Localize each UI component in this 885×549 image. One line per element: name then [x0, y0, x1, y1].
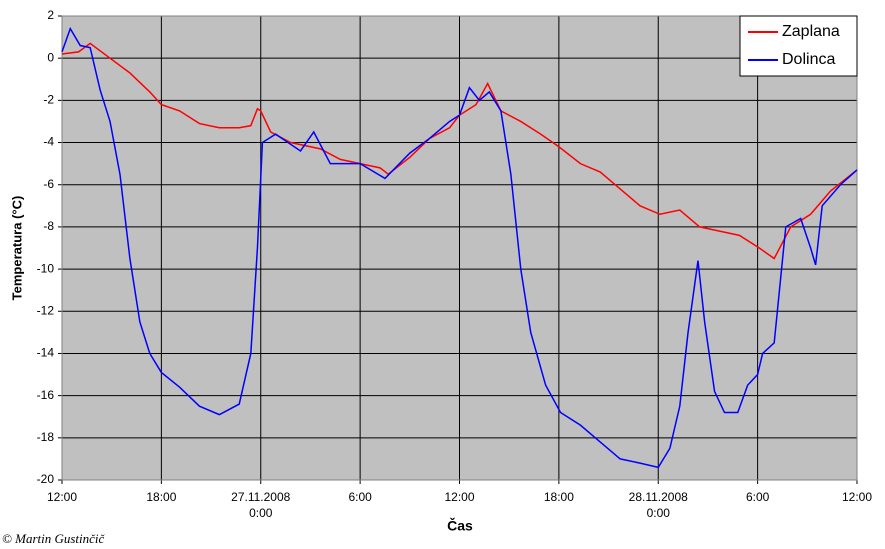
legend-label: Zaplana — [782, 23, 840, 40]
y-tick-label: -20 — [37, 472, 55, 486]
x-axis-title: Čas — [447, 517, 473, 534]
y-tick-label: -6 — [43, 177, 54, 191]
x-tick-label: 12:00 — [841, 490, 873, 504]
x-tick-label: 12:00 — [444, 490, 475, 504]
y-axis-title: Temperatura (°C) — [9, 196, 24, 301]
y-tick-label: -18 — [37, 430, 55, 444]
y-tick-label: -12 — [37, 303, 55, 317]
series-line — [61, 42, 858, 260]
x-tick-label: 18:00 — [543, 490, 574, 504]
y-tick-label: -2 — [43, 93, 54, 107]
y-tick-label: -8 — [43, 219, 54, 233]
y-tick-label: 2 — [47, 8, 54, 22]
legend-box — [739, 15, 858, 77]
x-tick-label: 18:00 — [146, 490, 177, 504]
y-tick-label: -16 — [37, 388, 55, 402]
y-tick-label: -14 — [37, 346, 55, 360]
series-line — [61, 26, 858, 469]
y-tick-label: 0 — [47, 50, 54, 64]
x-tick-label: 6:00 — [348, 490, 372, 504]
x-tick-label: 12:00 — [46, 490, 78, 504]
x-tick-label: 27.11.2008 0:00 — [231, 490, 291, 520]
y-tick-label: -4 — [43, 135, 54, 149]
plot-border — [61, 15, 858, 481]
credit: © Martin Gustinčič — [2, 531, 106, 546]
x-tick-label: 28.11.2008 0:00 — [628, 490, 688, 520]
legend-label: Dolinca — [782, 51, 835, 68]
x-tick-label: 6:00 — [745, 490, 770, 504]
y-tick-label: -10 — [37, 261, 55, 275]
